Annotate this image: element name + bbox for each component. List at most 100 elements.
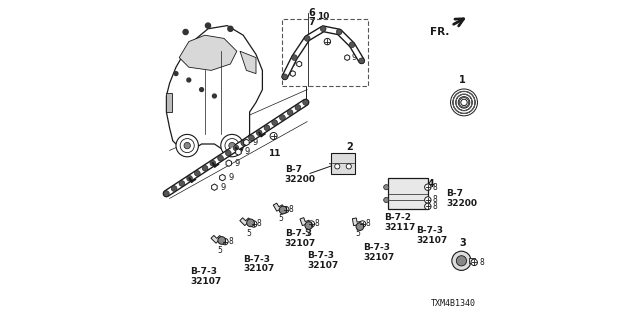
Circle shape — [425, 197, 431, 203]
Circle shape — [425, 203, 431, 210]
Circle shape — [279, 206, 287, 214]
Circle shape — [451, 89, 477, 116]
Polygon shape — [211, 236, 221, 243]
Text: 8: 8 — [257, 220, 262, 228]
Polygon shape — [353, 218, 362, 226]
Text: B-7-3
32107: B-7-3 32107 — [285, 229, 316, 248]
Circle shape — [248, 135, 254, 141]
Bar — [166, 93, 172, 112]
FancyBboxPatch shape — [331, 153, 355, 174]
Circle shape — [280, 115, 285, 120]
Circle shape — [241, 140, 246, 146]
Circle shape — [270, 132, 277, 140]
Circle shape — [228, 26, 233, 31]
Bar — [470, 258, 475, 263]
Circle shape — [303, 100, 308, 105]
Circle shape — [225, 150, 231, 156]
Circle shape — [264, 125, 270, 131]
Polygon shape — [166, 26, 262, 150]
Circle shape — [295, 105, 301, 110]
Circle shape — [471, 259, 477, 266]
Circle shape — [183, 29, 188, 35]
Circle shape — [456, 94, 472, 111]
Text: 8: 8 — [433, 183, 437, 192]
Text: 10: 10 — [317, 12, 330, 21]
Circle shape — [246, 219, 254, 227]
Polygon shape — [240, 51, 256, 74]
Circle shape — [256, 130, 262, 136]
Text: B-7-3
32107: B-7-3 32107 — [416, 226, 447, 244]
Text: 5: 5 — [246, 229, 252, 238]
Polygon shape — [179, 35, 237, 70]
Text: B-7-3
32107: B-7-3 32107 — [364, 244, 394, 262]
Text: 7: 7 — [308, 17, 316, 28]
Circle shape — [305, 36, 310, 41]
Text: 8: 8 — [289, 205, 294, 214]
Text: B-7-3
32107: B-7-3 32107 — [307, 252, 339, 270]
Circle shape — [233, 145, 239, 151]
Circle shape — [205, 23, 211, 28]
Text: 5: 5 — [355, 229, 360, 238]
Polygon shape — [240, 218, 250, 226]
Circle shape — [200, 88, 204, 92]
Bar — [282, 19, 368, 86]
Circle shape — [337, 29, 342, 35]
Circle shape — [287, 110, 293, 116]
Circle shape — [453, 92, 475, 113]
Circle shape — [187, 175, 193, 181]
Text: 9: 9 — [220, 183, 225, 192]
FancyBboxPatch shape — [388, 178, 428, 209]
Circle shape — [174, 72, 178, 76]
Text: 1: 1 — [459, 75, 466, 85]
Text: 5: 5 — [304, 229, 309, 238]
Text: 9: 9 — [352, 53, 357, 62]
Text: 5: 5 — [218, 246, 223, 255]
Circle shape — [384, 185, 389, 190]
Circle shape — [172, 186, 177, 191]
Text: B-7-3
32107: B-7-3 32107 — [191, 268, 221, 286]
Polygon shape — [300, 218, 310, 226]
Text: B-7-3
32107: B-7-3 32107 — [243, 255, 275, 273]
Text: 5: 5 — [278, 214, 284, 223]
Circle shape — [176, 134, 198, 157]
Text: 9: 9 — [228, 173, 234, 182]
Circle shape — [164, 191, 169, 196]
Polygon shape — [273, 203, 284, 211]
Text: 3: 3 — [460, 238, 467, 248]
Circle shape — [251, 221, 257, 227]
Text: 8: 8 — [315, 220, 319, 228]
Circle shape — [346, 164, 351, 169]
Circle shape — [218, 155, 223, 161]
Text: 8: 8 — [433, 196, 437, 204]
Circle shape — [184, 142, 191, 149]
Circle shape — [195, 171, 200, 176]
Circle shape — [456, 256, 467, 266]
Text: 9: 9 — [244, 148, 250, 156]
Text: FR.: FR. — [430, 27, 450, 37]
Text: 9: 9 — [235, 159, 240, 168]
Circle shape — [180, 139, 195, 153]
Circle shape — [461, 99, 467, 106]
Text: 6: 6 — [308, 8, 316, 18]
Text: 11: 11 — [268, 149, 281, 158]
Circle shape — [221, 134, 243, 157]
Circle shape — [222, 238, 228, 245]
Text: 8: 8 — [479, 258, 484, 267]
Circle shape — [308, 221, 315, 227]
Circle shape — [272, 120, 278, 125]
Circle shape — [305, 222, 312, 229]
Circle shape — [229, 142, 236, 149]
Circle shape — [225, 139, 239, 153]
Circle shape — [187, 78, 191, 82]
Text: 9: 9 — [285, 69, 290, 78]
Text: TXM4B1340: TXM4B1340 — [430, 299, 476, 308]
Circle shape — [292, 55, 297, 60]
Text: 9: 9 — [291, 60, 296, 68]
Circle shape — [210, 160, 216, 166]
Circle shape — [335, 164, 340, 169]
Circle shape — [218, 236, 225, 244]
Text: 8: 8 — [228, 237, 233, 246]
Circle shape — [452, 251, 471, 270]
Circle shape — [212, 94, 216, 98]
Text: 2: 2 — [346, 142, 353, 152]
